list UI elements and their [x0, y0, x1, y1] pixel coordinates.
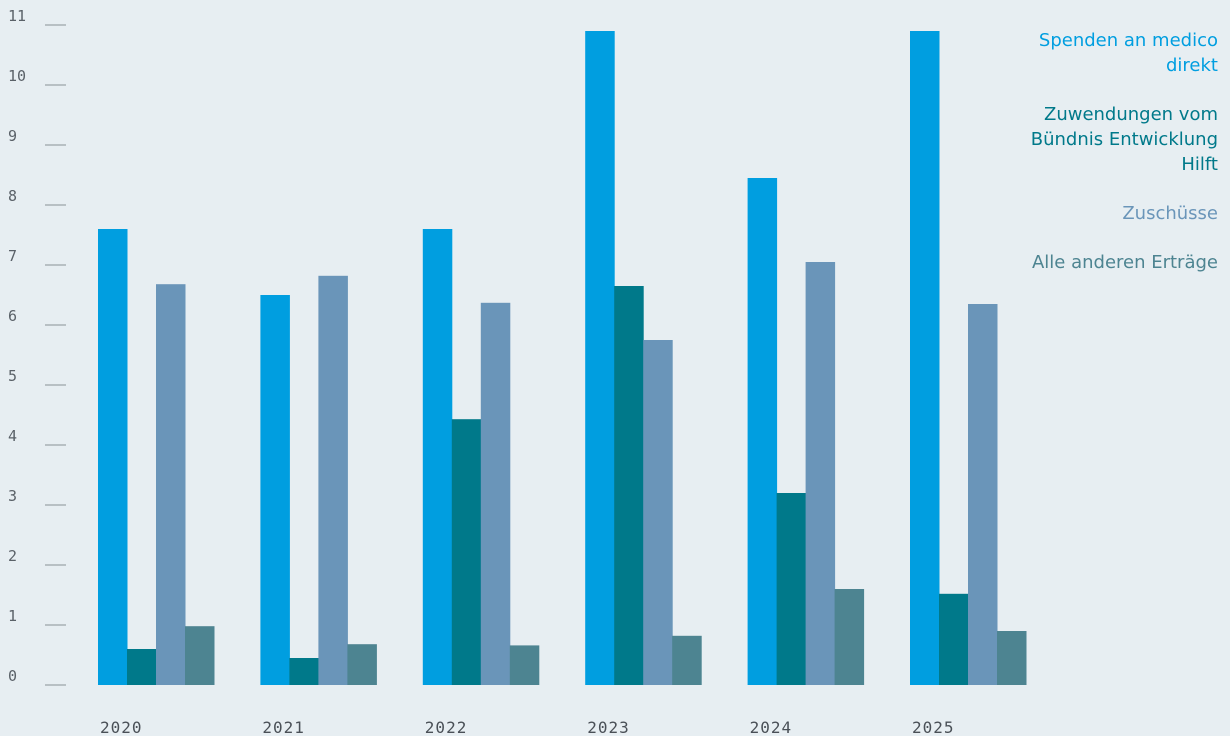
legend-item-spenden: Spenden an medico direkt: [1038, 30, 1218, 76]
bar-2021-series-1: [289, 658, 319, 685]
x-label-2023: 2023: [587, 718, 630, 736]
bar-2023-series-0: [585, 31, 615, 685]
bar-2021-series-3: [347, 644, 377, 685]
bar-2024-series-0: [747, 178, 778, 685]
bar-2022-series-2: [480, 302, 511, 685]
x-label-2021: 2021: [262, 718, 305, 736]
y-axis: 0 1 2 3 4 5 6 7 8 9 10 11: [8, 7, 66, 686]
bar-2021-series-0: [260, 295, 290, 685]
y-tick-label-9: 9: [8, 127, 17, 145]
bars: [98, 31, 1027, 685]
y-tick-label-0: 0: [8, 667, 17, 685]
x-axis-labels: 2020 2021 2022 2023 2024 2025: [100, 718, 955, 736]
bar-2020-series-2: [156, 284, 186, 685]
bar-2020-series-3: [185, 626, 215, 685]
legend-item-zuschuesse: Zuschüsse: [1122, 203, 1218, 224]
bar-2023-series-2: [643, 340, 673, 685]
y-tick-label-3: 3: [8, 487, 17, 505]
bar-2020-series-1: [127, 649, 157, 685]
legend: Spenden an medico direkt Zuwendungen vom…: [1018, 28, 1218, 299]
x-label-2024: 2024: [750, 718, 793, 736]
bar-2024-series-3: [834, 589, 865, 685]
bar-2024-series-2: [805, 262, 836, 685]
y-tick-label-5: 5: [8, 367, 17, 385]
legend-item-zuwendungen: Zuwendungen vom Bündnis Entwicklung Hilf…: [1030, 104, 1218, 175]
bar-2025-series-3: [997, 631, 1027, 685]
bar-2025-series-0: [910, 31, 940, 685]
bar-2021-series-2: [318, 275, 348, 685]
y-tick-label-7: 7: [8, 247, 17, 265]
bar-2023-series-3: [672, 635, 702, 685]
bar-2023-series-1: [614, 286, 644, 685]
bar-2022-series-0: [422, 229, 453, 685]
y-tick-label-11: 11: [8, 7, 26, 25]
bar-2025-series-1: [939, 593, 969, 685]
y-tick-label-2: 2: [8, 547, 17, 565]
y-tick-label-4: 4: [8, 427, 17, 445]
bar-2022-series-3: [509, 645, 540, 685]
y-tick-label-8: 8: [8, 187, 17, 205]
bar-2025-series-2: [968, 304, 998, 685]
bar-2020-series-0: [98, 229, 128, 685]
x-label-2025: 2025: [912, 718, 955, 736]
y-tick-label-6: 6: [8, 307, 17, 325]
y-tick-label-10: 10: [8, 67, 26, 85]
legend-item-andere-ertraege: Alle anderen Erträge: [1031, 252, 1218, 273]
y-tick-label-1: 1: [8, 607, 17, 625]
bar-2024-series-1: [776, 493, 807, 685]
bar-2022-series-1: [451, 419, 482, 685]
x-label-2022: 2022: [425, 718, 468, 736]
x-label-2020: 2020: [100, 718, 143, 736]
